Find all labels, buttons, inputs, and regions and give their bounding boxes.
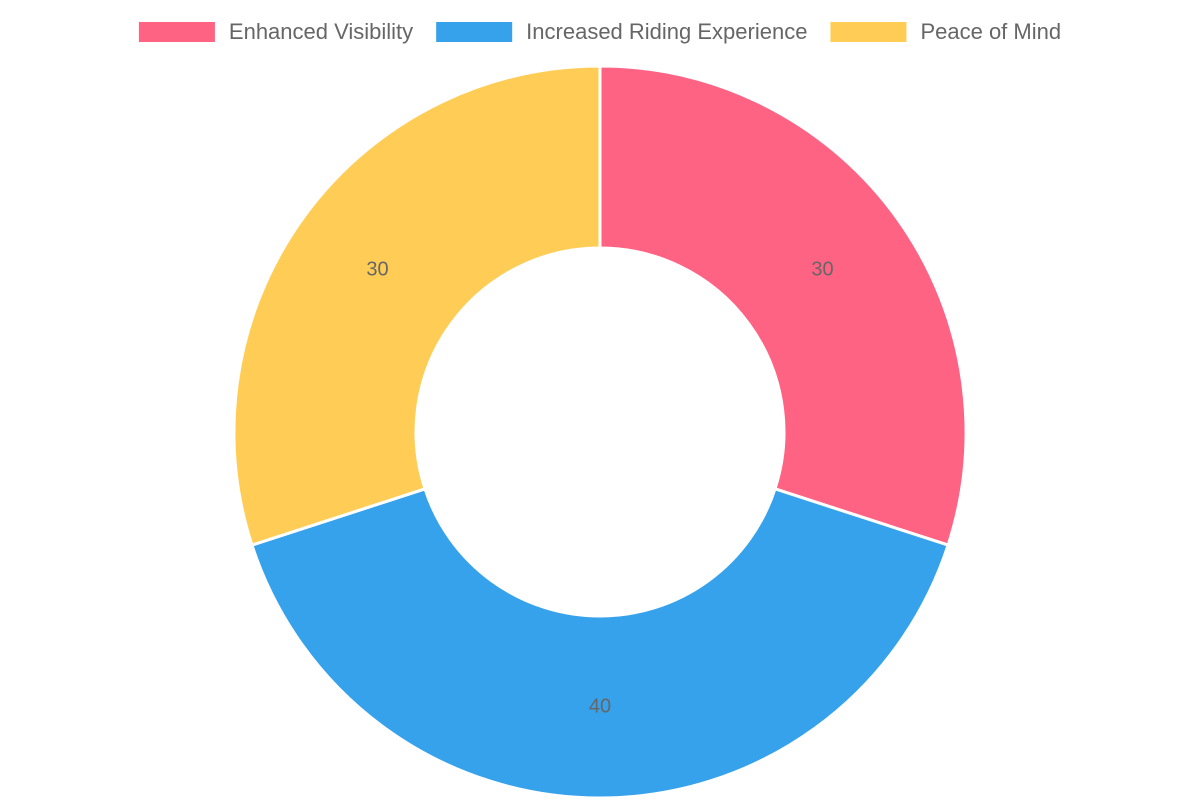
legend-text: Enhanced Visibility [229,19,413,44]
legend: Enhanced Visibility Increased Riding Expe… [138,19,1061,44]
legend-swatch [138,22,215,42]
donut-segment [250,486,950,800]
value-label: 30 [811,259,833,281]
donut-segment [232,64,602,547]
value-label: 40 [589,695,611,717]
donut-segment [598,64,968,547]
legend-text: Peace of Mind [920,19,1061,44]
legend-swatch [436,22,513,42]
legend-swatch [830,22,907,42]
legend-text: Increased Riding Experience [526,19,807,44]
value-label: 30 [366,259,388,281]
